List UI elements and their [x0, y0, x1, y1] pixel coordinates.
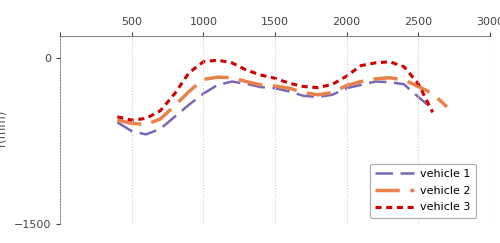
vehicle 1 — [330, 93, 336, 96]
vehicle 1 — [186, 103, 192, 106]
vehicle 3 — [143, 117, 149, 120]
vehicle 3 — [344, 75, 349, 78]
vehicle 1 — [200, 92, 206, 95]
vehicle 3 — [286, 82, 292, 85]
vehicle 2 — [172, 104, 177, 107]
vehicle 1 — [358, 83, 364, 86]
vehicle 3 — [172, 92, 177, 95]
vehicle 1 — [315, 95, 321, 98]
vehicle 1 — [272, 87, 278, 90]
vehicle 2 — [444, 105, 450, 108]
vehicle 1 — [214, 83, 220, 86]
vehicle 1 — [229, 80, 235, 83]
Y-axis label: Y(mm): Y(mm) — [0, 110, 10, 150]
vehicle 1 — [158, 127, 164, 130]
vehicle 2 — [358, 80, 364, 83]
vehicle 2 — [229, 76, 235, 79]
vehicle 1 — [286, 90, 292, 93]
vehicle 2 — [386, 76, 392, 79]
vehicle 3 — [229, 61, 235, 64]
vehicle 1 — [416, 95, 422, 98]
Line: vehicle 3: vehicle 3 — [118, 60, 432, 120]
vehicle 2 — [214, 76, 220, 79]
vehicle 1 — [401, 83, 407, 86]
vehicle 3 — [258, 74, 264, 77]
vehicle 2 — [244, 80, 250, 83]
vehicle 2 — [200, 78, 206, 81]
vehicle 3 — [214, 59, 220, 61]
vehicle 2 — [416, 85, 422, 88]
vehicle 3 — [315, 86, 321, 89]
vehicle 2 — [186, 90, 192, 93]
vehicle 1 — [386, 81, 392, 84]
vehicle 3 — [372, 61, 378, 64]
vehicle 2 — [158, 118, 164, 121]
vehicle 3 — [416, 82, 422, 85]
vehicle 2 — [401, 78, 407, 81]
vehicle 3 — [186, 71, 192, 74]
vehicle 2 — [143, 123, 149, 126]
vehicle 3 — [244, 69, 250, 71]
vehicle 2 — [300, 91, 306, 94]
Line: vehicle 2: vehicle 2 — [118, 77, 447, 124]
vehicle 1 — [143, 133, 149, 136]
vehicle 2 — [330, 91, 336, 94]
vehicle 3 — [300, 85, 306, 88]
vehicle 3 — [272, 77, 278, 80]
vehicle 1 — [114, 121, 120, 124]
vehicle 2 — [114, 119, 120, 122]
vehicle 3 — [114, 115, 120, 118]
vehicle 1 — [430, 108, 436, 111]
vehicle 2 — [372, 77, 378, 80]
vehicle 2 — [128, 122, 134, 125]
vehicle 3 — [358, 64, 364, 67]
vehicle 2 — [258, 83, 264, 86]
vehicle 1 — [300, 95, 306, 97]
vehicle 2 — [315, 93, 321, 96]
vehicle 1 — [172, 115, 177, 118]
vehicle 1 — [372, 80, 378, 83]
vehicle 3 — [158, 109, 164, 112]
vehicle 3 — [200, 60, 206, 63]
vehicle 3 — [128, 119, 134, 122]
vehicle 3 — [430, 111, 436, 114]
vehicle 2 — [286, 87, 292, 90]
vehicle 2 — [430, 92, 436, 95]
vehicle 1 — [344, 87, 349, 90]
vehicle 3 — [386, 60, 392, 63]
vehicle 1 — [128, 130, 134, 133]
Line: vehicle 1: vehicle 1 — [118, 82, 432, 134]
vehicle 1 — [258, 86, 264, 88]
vehicle 2 — [344, 84, 349, 87]
Legend: vehicle 1, vehicle 2, vehicle 3: vehicle 1, vehicle 2, vehicle 3 — [370, 164, 476, 218]
vehicle 1 — [244, 82, 250, 85]
vehicle 2 — [272, 85, 278, 87]
vehicle 3 — [401, 65, 407, 68]
vehicle 3 — [330, 83, 336, 86]
